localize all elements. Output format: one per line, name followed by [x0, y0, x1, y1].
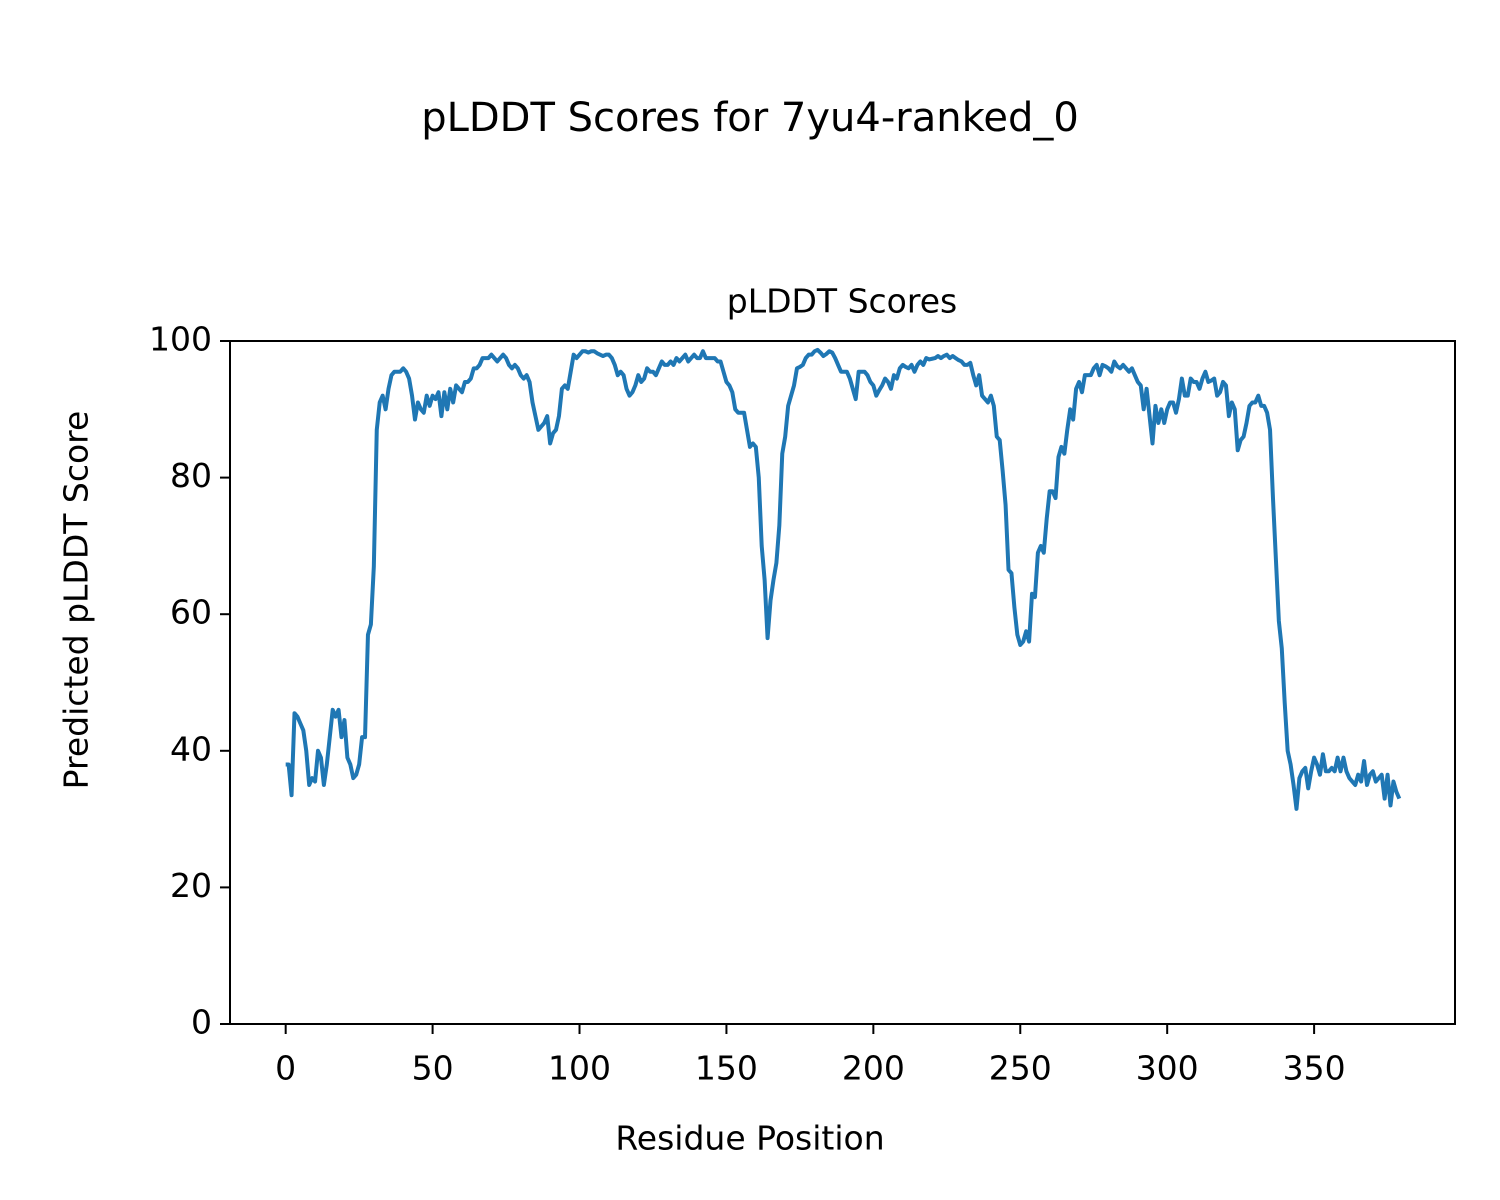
x-tick-label: 150	[695, 1049, 758, 1088]
x-tick-label: 250	[989, 1049, 1052, 1088]
x-tick-label: 100	[548, 1049, 611, 1088]
x-tick-label: 300	[1136, 1049, 1199, 1088]
x-tick-label: 50	[412, 1049, 454, 1088]
data-line	[285, 347, 1402, 811]
y-axis-label: Predicted pLDDT Score	[57, 411, 96, 790]
x-tick-label: 0	[275, 1049, 296, 1088]
y-tick-label: 60	[170, 593, 212, 632]
chart-subtitle: pLDDT Scores	[727, 282, 957, 321]
y-tick-label: 80	[170, 456, 212, 495]
y-tick-label: 0	[191, 1003, 212, 1042]
y-tick-label: 40	[170, 729, 212, 768]
y-tick-label: 100	[149, 320, 212, 359]
x-tick-label: 200	[842, 1049, 905, 1088]
chart-title: pLDDT Scores for 7yu4-ranked_0	[421, 95, 1079, 141]
y-tick-label: 20	[170, 866, 212, 905]
x-tick-label: 350	[1283, 1049, 1346, 1088]
x-axis-label: Residue Position	[615, 1119, 884, 1158]
plot-frame	[229, 340, 1456, 1025]
